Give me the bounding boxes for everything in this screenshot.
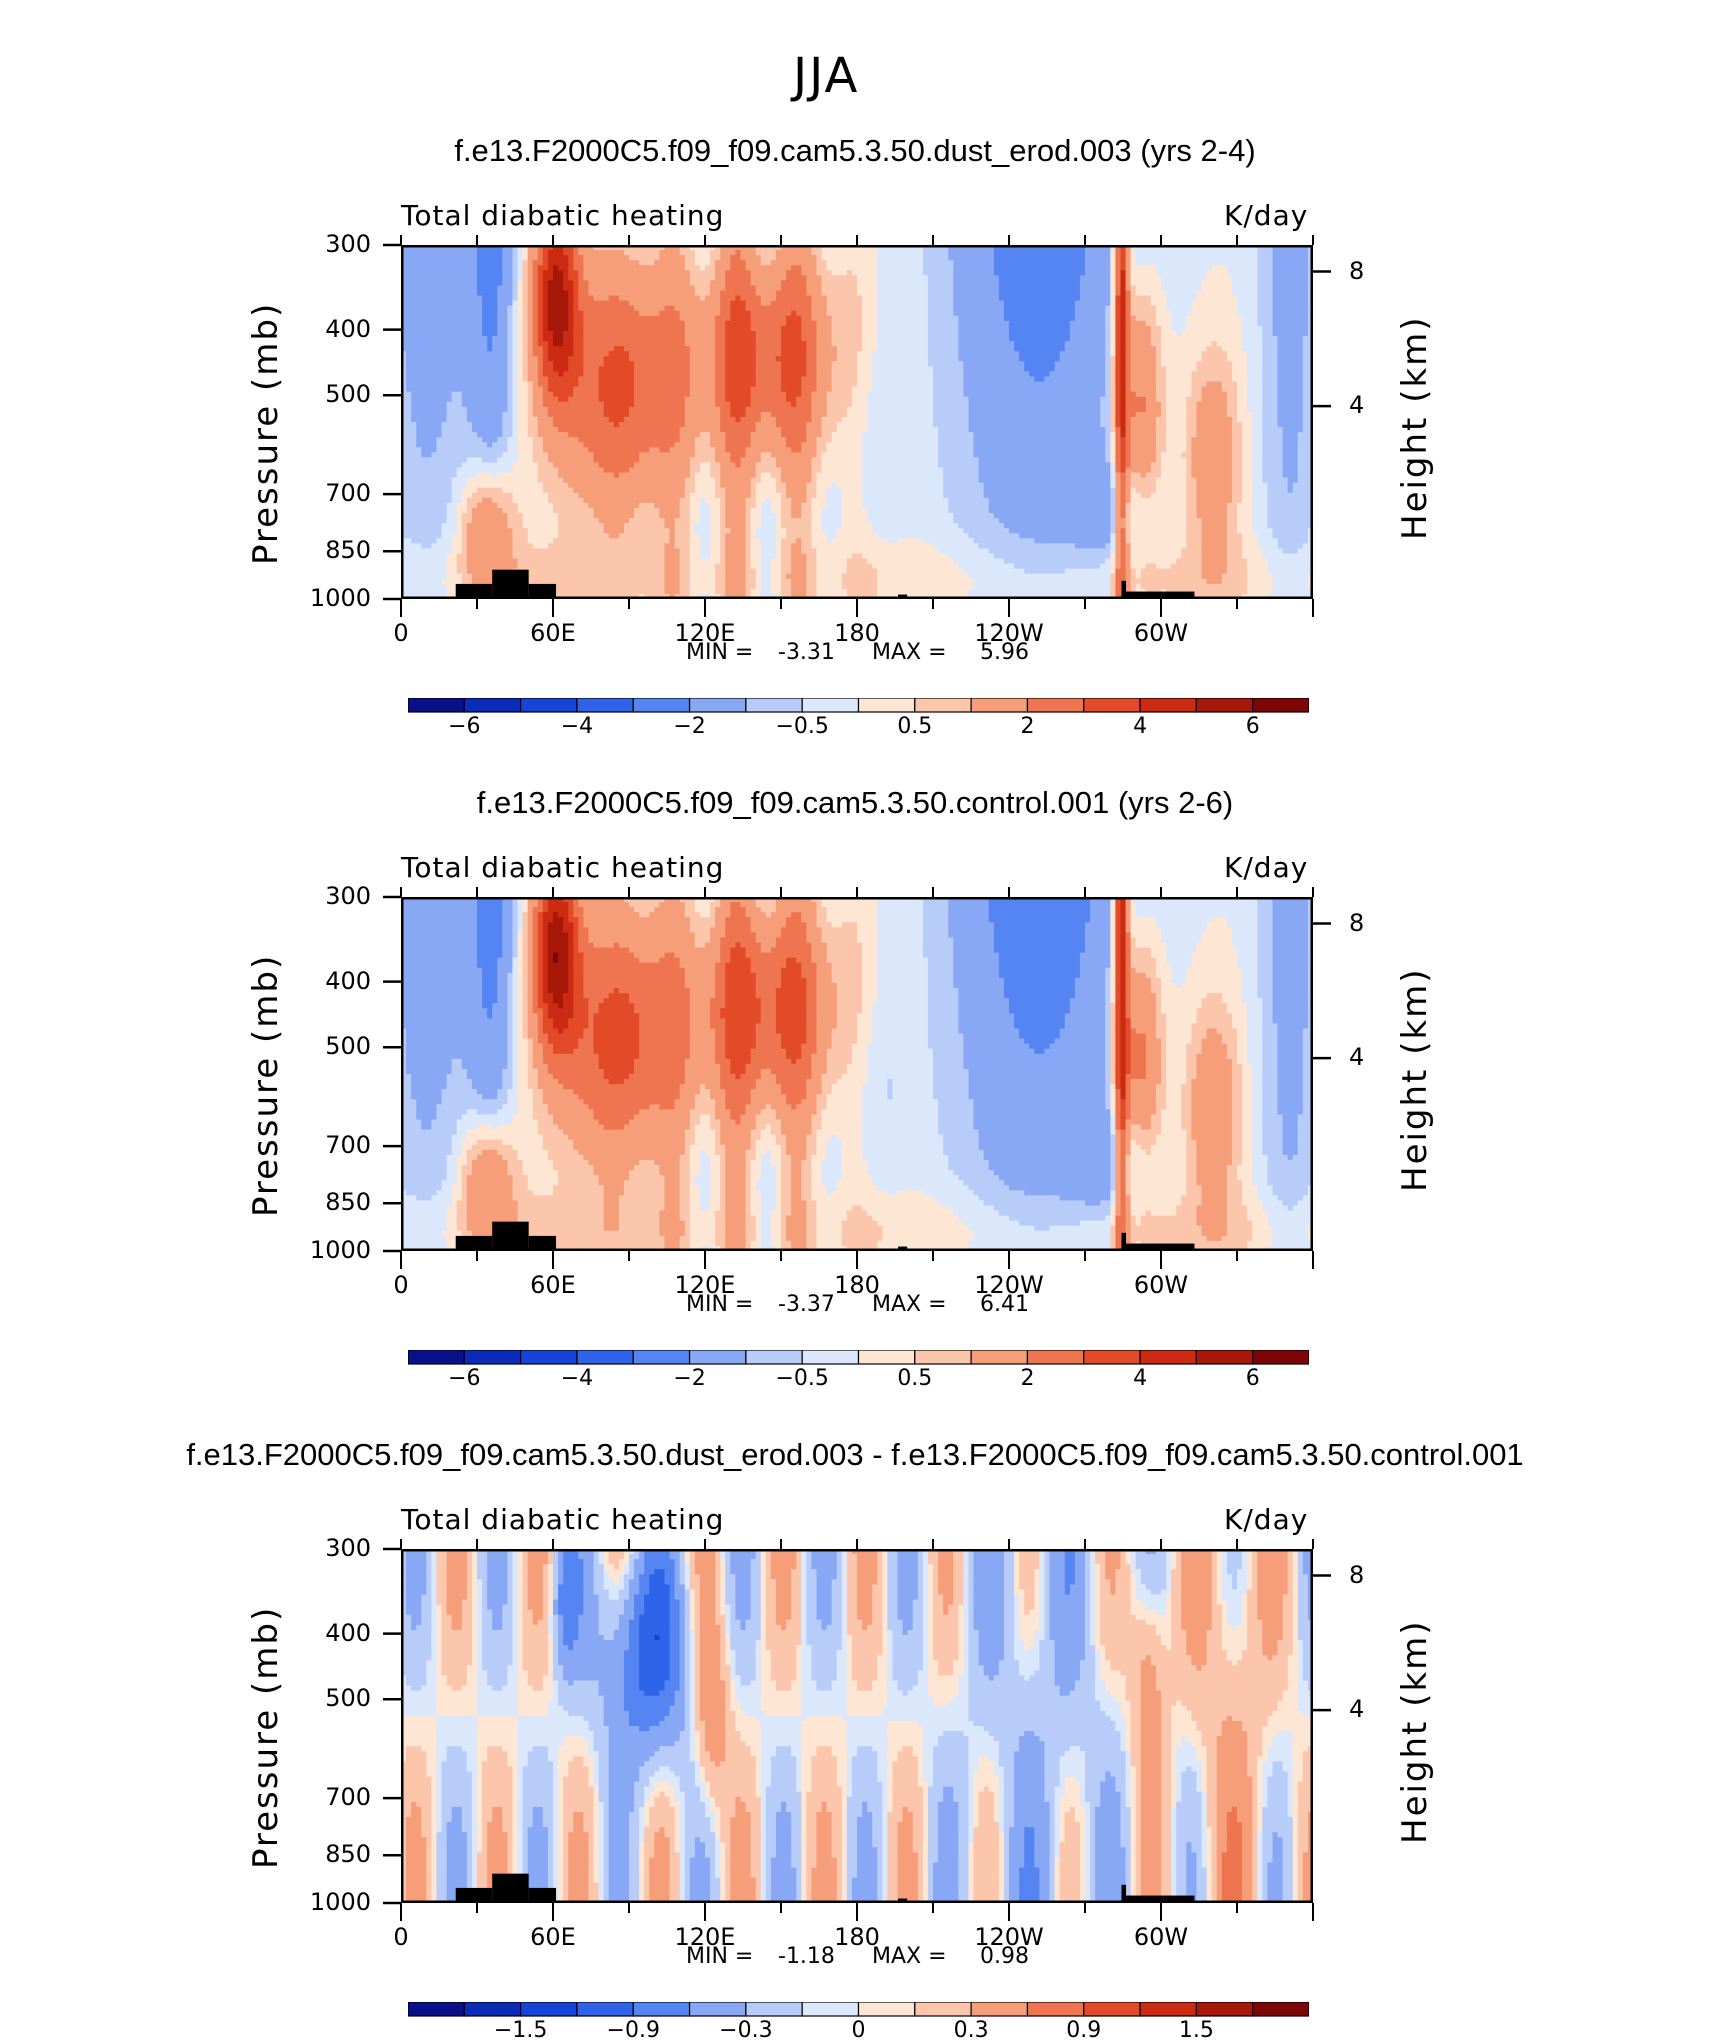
panel-title: f.e13.F2000C5.f09_f09.cam5.3.50.dust_ero… bbox=[0, 133, 1710, 169]
panel-left-label: Total diabatic heating bbox=[401, 199, 724, 232]
page-title: JJA bbox=[793, 48, 859, 104]
panel-units-label: K/day bbox=[1224, 199, 1308, 232]
